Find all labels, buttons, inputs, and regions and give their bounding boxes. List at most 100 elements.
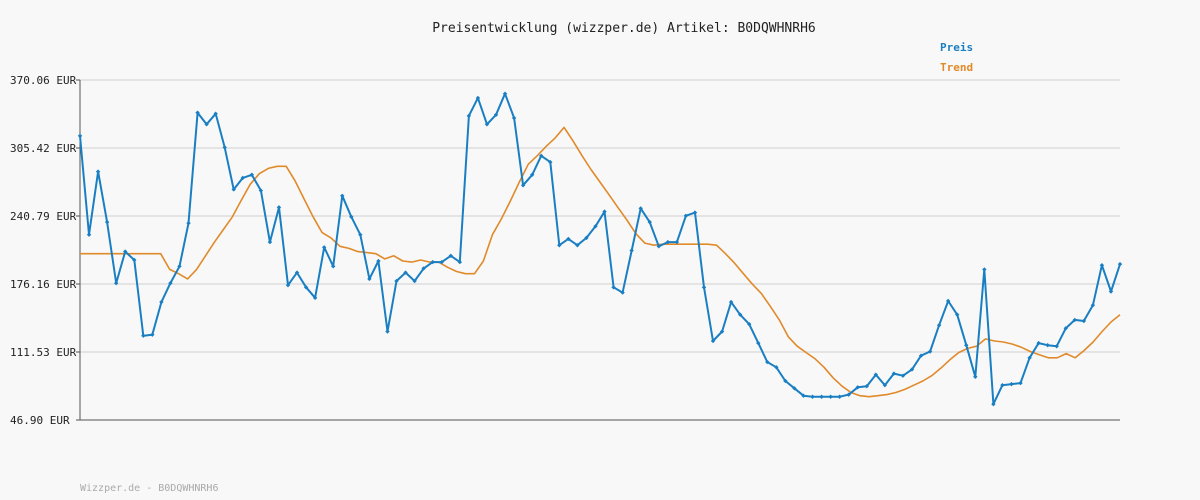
data-point [548,159,553,165]
chart-title: Preisentwicklung (wizzper.de) Artikel: B… [432,21,816,36]
data-point [602,209,607,214]
data-point [756,340,761,346]
data-point [177,264,182,269]
data-point [303,285,309,290]
data-point [213,111,218,116]
data-point [1108,289,1114,294]
data-point [113,280,119,286]
data-point [1081,318,1087,324]
data-point [285,283,291,288]
data-point [294,270,300,275]
data-point [1009,381,1014,387]
data-point [367,276,372,282]
y-tick-label: 176.16 EUR [10,278,77,291]
data-point [629,248,634,253]
data-point [349,214,354,220]
data-point [611,285,616,290]
data-point [593,224,598,229]
data-point [448,253,453,258]
data-point [955,312,960,317]
data-point [267,239,273,245]
data-point [900,373,906,378]
data-point [909,367,915,372]
data-point [511,115,517,121]
data-point [77,133,83,139]
data-point [186,220,191,226]
data-point [873,372,879,377]
data-point [647,219,652,225]
legend-trend: Trend [940,61,973,74]
data-point [1117,261,1123,267]
data-point [846,392,851,397]
data-point [385,329,390,334]
data-point [141,333,146,338]
data-point [340,193,345,198]
data-point [1000,382,1005,388]
data-point [945,298,951,304]
data-point [692,210,698,215]
data-point [321,245,327,250]
data-point [502,91,508,96]
data-point [403,270,408,275]
data-point [719,329,725,334]
series-layer [77,91,1123,407]
data-point [584,235,589,241]
data-point [1063,326,1068,331]
data-point [737,312,743,317]
data-point [656,244,661,249]
data-point [123,249,128,254]
data-point [421,266,426,271]
data-point [457,259,463,265]
data-point [95,169,101,174]
data-point [484,122,490,127]
data-point [566,236,571,242]
data-point [231,187,236,192]
data-point [150,332,155,337]
data-point [855,385,860,390]
data-point [1027,355,1032,361]
y-tick-label: 111.53 EUR [10,346,77,359]
data-point [1036,340,1041,346]
series-line-preis [79,92,1121,406]
data-point [638,206,643,211]
data-point [765,359,770,365]
y-tick-label: 46.90 EUR [10,414,70,427]
data-point [674,239,680,245]
data-point [204,122,209,127]
data-point [918,353,924,358]
data-point [936,323,942,328]
data-point [665,239,671,245]
data-point [864,384,869,389]
data-point [1045,342,1050,348]
data-point [927,349,933,354]
data-point [475,95,481,101]
data-point [168,280,173,286]
data-point [828,394,833,399]
data-point [539,153,544,159]
y-tick-label: 305.42 EUR [10,142,77,155]
data-point [195,110,200,115]
data-point [991,401,996,407]
data-point [701,285,707,290]
data-point [1090,303,1096,308]
data-point [394,278,399,284]
chart-footer: Wizzper.de - B0DQWHNRH6 [80,483,218,494]
y-tick-label: 240.79 EUR [10,210,77,223]
data-point [529,172,535,177]
data-point [557,243,562,248]
legend-preis: Preis [940,41,973,54]
data-point [710,338,716,344]
data-point [620,290,625,295]
data-point [783,378,788,384]
data-point [331,264,336,269]
data-point [493,112,499,117]
data-point [439,259,444,265]
data-point [792,386,797,391]
data-point [882,382,888,388]
data-point [249,172,255,177]
data-point [312,295,318,301]
data-point [86,232,92,237]
data-point [747,321,752,327]
data-point [964,342,969,348]
